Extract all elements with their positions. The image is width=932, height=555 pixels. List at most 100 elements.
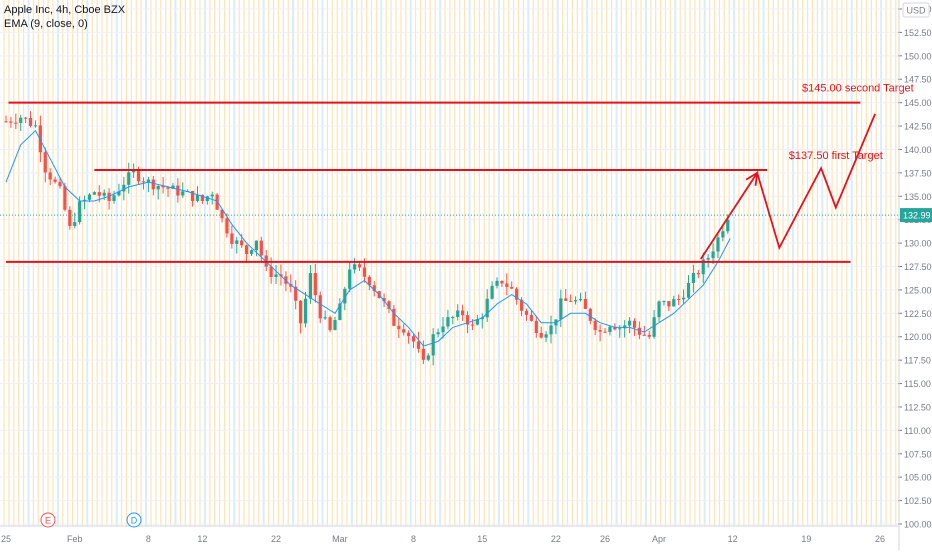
candle-body [87,194,92,200]
candle-body [166,187,170,189]
candle-body [539,332,543,338]
candle-body [4,121,8,123]
y-tick-label: 142.50 [904,122,932,132]
candle-body [382,298,386,302]
candle-body [608,326,612,332]
candle-body [681,297,686,300]
projection-path[interactable] [700,113,876,260]
candle-body [343,288,347,304]
candle-body [303,298,308,324]
ema-layer [5,129,731,347]
projection-arrow-head [745,171,759,186]
chart-legend: Apple Inc, 4h, Cboe BZX EMA (9, close, 0… [4,3,125,31]
candle-body [176,185,180,196]
candle-body [613,326,617,330]
candle-body [632,320,637,328]
candle-body [254,240,259,251]
candle-body [259,240,263,256]
candle-body [515,288,519,300]
candle-body [249,250,254,255]
drawings[interactable]: $145.00 second Target $137.50 first Targe… [6,82,914,263]
candle-body [426,355,430,360]
candle-body [14,122,18,124]
y-tick-label: 102.50 [904,496,932,506]
candle-body [677,299,681,301]
candle-body [333,320,337,331]
candle-body [411,336,416,342]
candle-body [397,325,401,330]
candle-body [348,269,352,289]
candle-body [240,240,244,246]
candle-body [573,300,578,302]
candle-body [451,317,455,319]
candle-body [151,179,155,190]
x-tick-label: 22 [271,534,281,544]
y-tick-label: 100.00 [904,520,932,530]
grid [0,0,898,526]
candle-body [583,298,587,309]
legend-symbol[interactable]: Apple Inc, 4h, Cboe BZX [4,4,126,16]
candle-body [652,317,656,337]
candle-body [362,267,367,277]
candle-body [456,310,460,318]
candle-body [24,117,28,119]
candle-body [495,280,499,286]
candle-body [421,348,425,360]
y-tick-label: 110.00 [904,426,931,436]
x-tick-label: 12 [197,534,207,544]
candle-body [318,295,322,319]
x-tick-label: 26 [600,534,610,544]
legend-indicator[interactable]: EMA (9, close, 0) [4,18,88,30]
y-tick-label: 105.00 [904,473,932,483]
candle-body [19,117,23,123]
candle-body [210,194,214,197]
target-annotation: $145.00 second Target [802,82,914,94]
candle-body [691,272,695,283]
candle-body [323,317,327,319]
candle-body [387,301,391,309]
candle-body [392,308,396,326]
candle-body [686,282,691,298]
candle-body [647,334,651,337]
candle-body [299,300,303,324]
x-tick-label: 8 [146,534,151,544]
y-tick-label: 122.50 [904,309,932,319]
candle-body [53,179,57,182]
candle-body [500,280,504,284]
candle-body [490,285,494,299]
y-tick-label: 140.00 [904,145,932,155]
candle-body [672,299,676,307]
event-label: D [131,516,138,526]
candle-body [598,330,602,332]
candle-body [667,301,671,307]
candle-body [696,272,700,275]
y-tick-label: 135.00 [904,192,932,202]
candle-body [726,219,730,232]
candle-body [132,170,136,173]
candle-body [441,326,445,333]
last-price-badge [900,208,932,223]
candle-body [48,172,52,180]
candle-body [588,308,592,321]
y-tick-label: 152.50 [904,28,932,38]
candle-body [637,327,641,335]
candle-body [701,259,705,275]
event-marker [126,512,142,528]
y-tick-label: 107.50 [904,449,932,459]
candle-body [220,209,224,219]
candle-body [372,285,376,292]
candle-body [475,319,479,325]
candle-body [117,191,121,196]
candle-body [58,181,62,187]
candle-body [225,218,229,234]
y-tick-label: 115.00 [904,379,931,389]
candle-body [564,298,568,301]
x-tick-label: 19 [801,534,811,544]
candle-body [618,328,622,330]
y-tick-label: 147.50 [904,75,932,85]
candle-body [156,186,160,190]
candle-body [294,286,298,301]
